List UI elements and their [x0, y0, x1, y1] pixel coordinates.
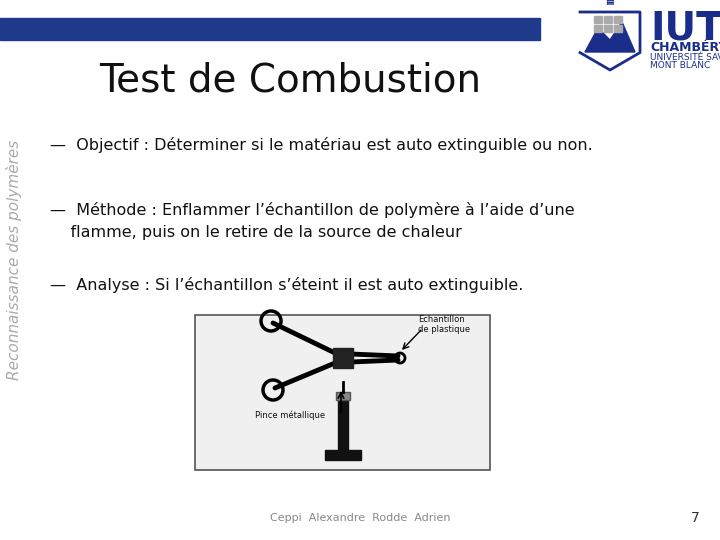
- Bar: [333, 348, 353, 368]
- Text: UNIVERSITÉ SAVOIE: UNIVERSITÉ SAVOIE: [650, 53, 720, 62]
- Text: ♛: ♛: [603, 0, 618, 9]
- Text: IUT: IUT: [650, 9, 720, 47]
- Bar: [594, 16, 602, 23]
- Bar: [594, 25, 602, 32]
- Bar: [336, 392, 350, 400]
- Text: Reconnaissance des polymères: Reconnaissance des polymères: [6, 140, 22, 380]
- Polygon shape: [585, 22, 635, 52]
- Bar: [614, 25, 622, 32]
- Text: Pince métallique: Pince métallique: [255, 410, 325, 420]
- Text: —  Méthode : Enflammer l’échantillon de polymère à l’aide d’une: — Méthode : Enflammer l’échantillon de p…: [50, 202, 575, 218]
- Text: de plastique: de plastique: [418, 326, 470, 334]
- Text: Test de Combustion: Test de Combustion: [99, 61, 481, 99]
- Text: CHAMBÉRY: CHAMBÉRY: [650, 42, 720, 55]
- Bar: [338, 395, 348, 450]
- Text: —  Objectif : Déterminer si le matériau est auto extinguible ou non.: — Objectif : Déterminer si le matériau e…: [50, 137, 593, 153]
- Bar: [195, 315, 490, 470]
- Text: flamme, puis on le retire de la source de chaleur: flamme, puis on le retire de la source d…: [50, 225, 462, 240]
- Bar: [614, 16, 622, 23]
- Text: Echantillon: Echantillon: [418, 315, 464, 325]
- Text: —  Analyse : Si l’échantillon s’éteint il est auto extinguible.: — Analyse : Si l’échantillon s’éteint il…: [50, 277, 523, 293]
- Bar: [604, 25, 612, 32]
- Polygon shape: [580, 12, 640, 70]
- Text: 7: 7: [691, 511, 700, 525]
- Bar: [0, 18, 540, 40]
- Bar: [604, 16, 612, 23]
- Text: MONT BLANC: MONT BLANC: [650, 61, 710, 70]
- Bar: [325, 450, 361, 460]
- Text: Ceppi  Alexandre  Rodde  Adrien: Ceppi Alexandre Rodde Adrien: [270, 513, 450, 523]
